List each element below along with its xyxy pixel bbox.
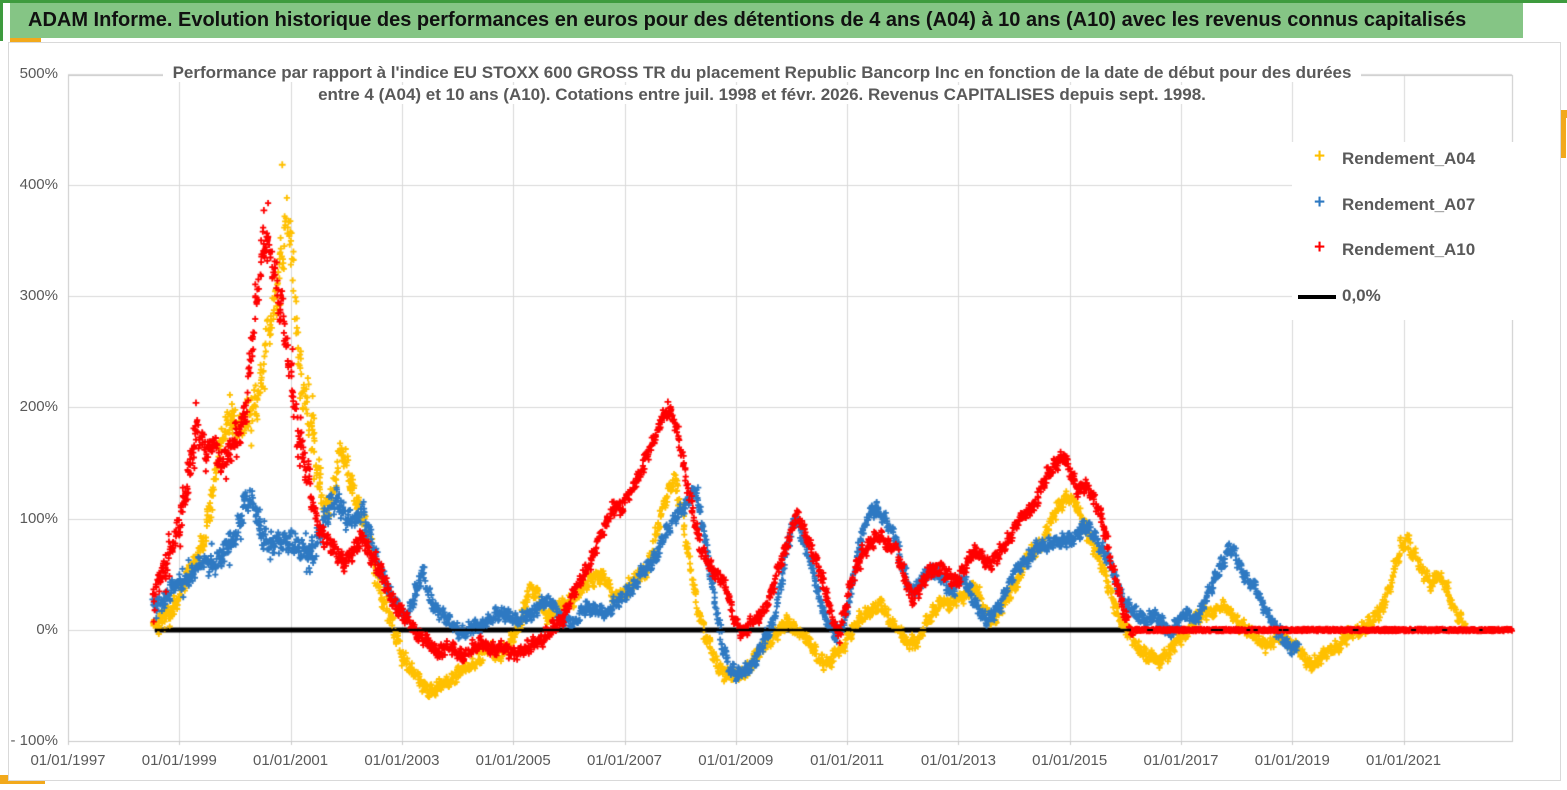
x-axis-label: 01/01/2017 bbox=[1143, 752, 1219, 769]
plus-marker-icon: + bbox=[1314, 146, 1326, 167]
plus-marker-icon: + bbox=[1314, 237, 1326, 259]
x-axis-label: 01/01/2021 bbox=[1366, 752, 1442, 769]
legend-label: Rendement_A04 bbox=[1342, 149, 1476, 168]
zero-line-sample bbox=[1298, 294, 1336, 299]
legend-item-rendement-a04[interactable]: + Rendement_A04 bbox=[1292, 146, 1558, 179]
x-axis-label: 01/01/2019 bbox=[1254, 752, 1330, 769]
y-axis-label: 200% bbox=[19, 398, 58, 416]
x-axis-label: 01/01/2013 bbox=[920, 752, 996, 769]
legend-label: 0,0% bbox=[1342, 285, 1381, 305]
y-axis-label: 0% bbox=[36, 621, 58, 638]
y-axis-label: - 100% bbox=[10, 732, 58, 750]
legend-item-0-0-[interactable]: 0,0% bbox=[1292, 286, 1558, 316]
y-axis-label: 300% bbox=[19, 287, 58, 305]
x-axis-label: 01/01/2001 bbox=[253, 752, 329, 769]
legend-label: Rendement_A10 bbox=[1342, 240, 1476, 260]
legend-item-rendement-a10[interactable]: + Rendement_A10 bbox=[1292, 237, 1558, 270]
y-axis-label: 100% bbox=[19, 509, 58, 527]
x-axis-label: 01/01/1999 bbox=[141, 752, 217, 769]
x-axis-label: 01/01/2009 bbox=[698, 752, 774, 769]
chart-title: Performance par rapport à l'indice EU ST… bbox=[40, 62, 1484, 106]
x-axis-label: 01/01/2003 bbox=[364, 752, 440, 769]
x-axis-label: 01/01/2011 bbox=[810, 752, 885, 769]
chart-title-line1: Performance par rapport à l'indice EU ST… bbox=[40, 62, 1484, 84]
legend-label: Rendement_A07 bbox=[1342, 194, 1476, 214]
chart-title-line2: entre 4 (A04) et 10 ans (A10). Cotations… bbox=[40, 84, 1484, 106]
x-axis-label: 01/01/1997 bbox=[30, 752, 106, 769]
x-axis-label: 01/01/2007 bbox=[586, 752, 663, 769]
y-axis-label: 400% bbox=[19, 175, 58, 193]
x-axis-label: 01/01/2005 bbox=[475, 752, 551, 769]
y-axis-label: 500% bbox=[19, 64, 58, 82]
legend-item-rendement-a07[interactable]: + Rendement_A07 bbox=[1292, 191, 1558, 225]
x-axis-label: 01/01/2015 bbox=[1032, 752, 1108, 769]
legend: + Rendement_A04 + Rendement_A07 + Rendement_A… bbox=[1292, 142, 1558, 320]
plus-marker-icon: + bbox=[1314, 191, 1326, 213]
